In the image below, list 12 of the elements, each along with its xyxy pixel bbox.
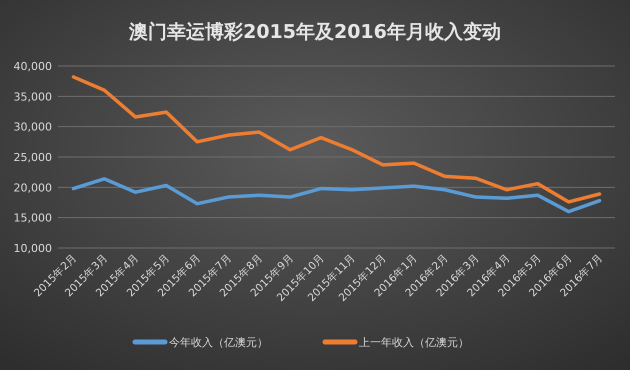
y-tick-label: 25,000 — [14, 151, 52, 164]
line-series — [72, 177, 602, 214]
legend-label: 今年收入（亿澳元） — [169, 336, 268, 349]
y-tick-label: 30,000 — [14, 120, 52, 134]
y-tick-label: 40,000 — [14, 60, 52, 73]
y-tick-label: 20,000 — [14, 181, 52, 194]
legend-label: 上一年收入（亿澳元） — [359, 336, 469, 349]
y-tick-label: 35,000 — [14, 90, 52, 104]
chart-title: 澳门幸运博彩2015年及2016年月收入变动 — [128, 21, 501, 43]
y-tick-label: 10,000 — [14, 242, 52, 255]
y-tick-label: 15,000 — [14, 212, 52, 225]
line-series — [72, 75, 602, 204]
